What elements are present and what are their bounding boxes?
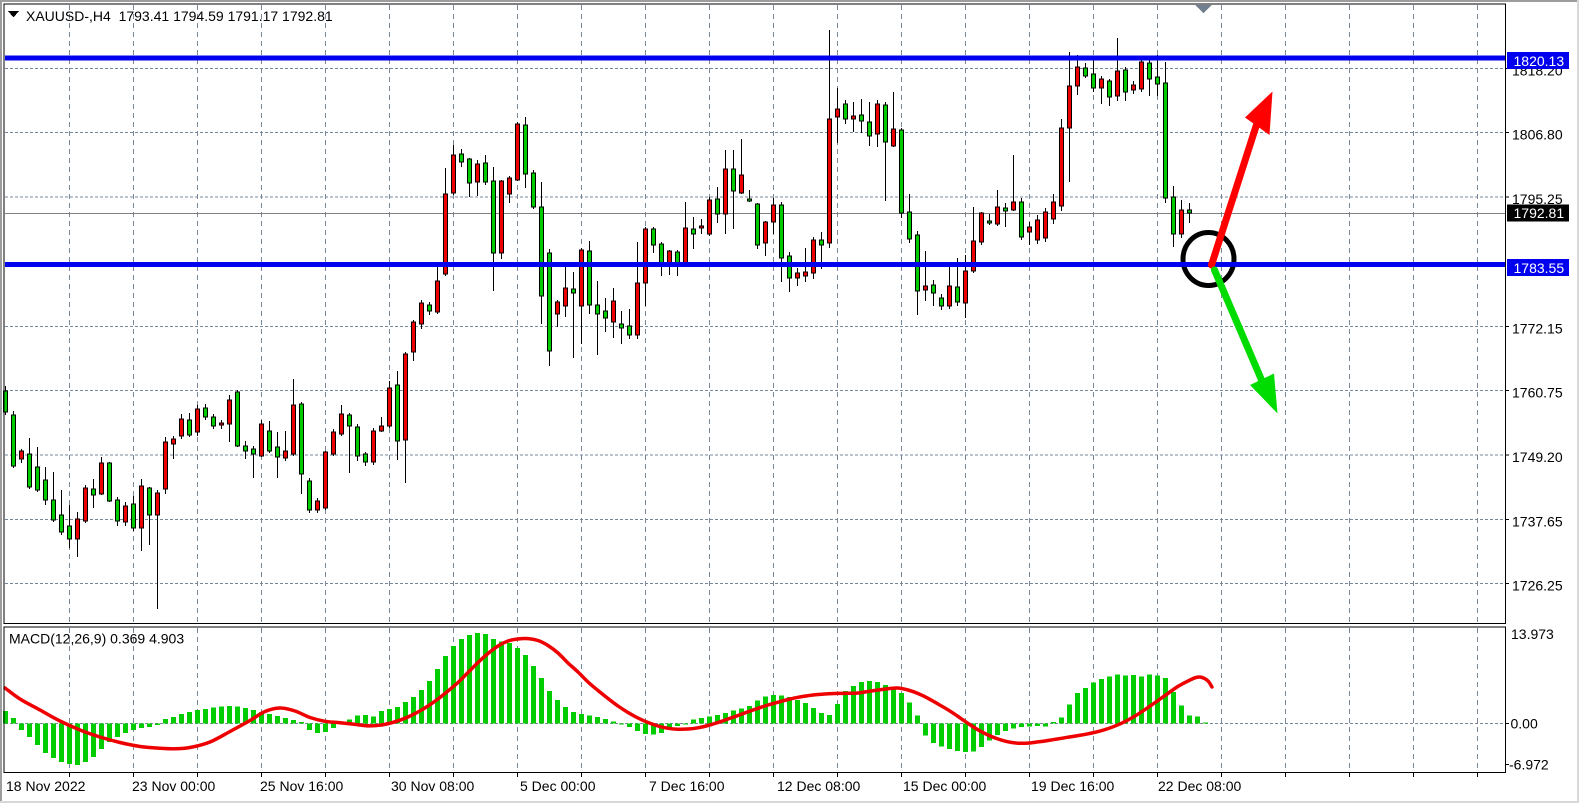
svg-text:1760.75: 1760.75 bbox=[1512, 385, 1563, 401]
svg-text:12 Dec 08:00: 12 Dec 08:00 bbox=[777, 778, 860, 794]
svg-text:-6.972: -6.972 bbox=[1509, 757, 1549, 773]
svg-text:13.973: 13.973 bbox=[1511, 626, 1554, 642]
svg-text:19 Dec 16:00: 19 Dec 16:00 bbox=[1031, 778, 1114, 794]
svg-text:XAUUSD-,H4 1793.41 1794.59 17: XAUUSD-,H4 1793.41 1794.59 1791.17 1792.… bbox=[26, 8, 333, 24]
svg-text:1795.25: 1795.25 bbox=[1512, 191, 1563, 207]
svg-text:1806.80: 1806.80 bbox=[1512, 127, 1563, 143]
svg-text:1783.55: 1783.55 bbox=[1514, 260, 1565, 276]
svg-text:0.00: 0.00 bbox=[1511, 716, 1538, 732]
svg-text:1792.81: 1792.81 bbox=[1514, 205, 1565, 221]
svg-text:22 Dec 08:00: 22 Dec 08:00 bbox=[1158, 778, 1241, 794]
svg-text:5 Dec 00:00: 5 Dec 00:00 bbox=[520, 778, 596, 794]
svg-text:15 Dec 00:00: 15 Dec 00:00 bbox=[903, 778, 986, 794]
svg-text:1749.20: 1749.20 bbox=[1512, 449, 1563, 465]
svg-text:1737.65: 1737.65 bbox=[1512, 514, 1563, 530]
svg-text:30 Nov 08:00: 30 Nov 08:00 bbox=[391, 778, 474, 794]
svg-text:1820.13: 1820.13 bbox=[1514, 53, 1565, 69]
svg-text:1726.25: 1726.25 bbox=[1512, 578, 1563, 594]
svg-text:7 Dec 16:00: 7 Dec 16:00 bbox=[649, 778, 725, 794]
svg-text:1772.15: 1772.15 bbox=[1512, 321, 1563, 337]
svg-text:23 Nov 00:00: 23 Nov 00:00 bbox=[132, 778, 215, 794]
svg-text:18 Nov 2022: 18 Nov 2022 bbox=[6, 778, 86, 794]
svg-text:MACD(12,26,9) 0.369 4.903: MACD(12,26,9) 0.369 4.903 bbox=[9, 631, 184, 647]
svg-text:25 Nov 16:00: 25 Nov 16:00 bbox=[260, 778, 343, 794]
